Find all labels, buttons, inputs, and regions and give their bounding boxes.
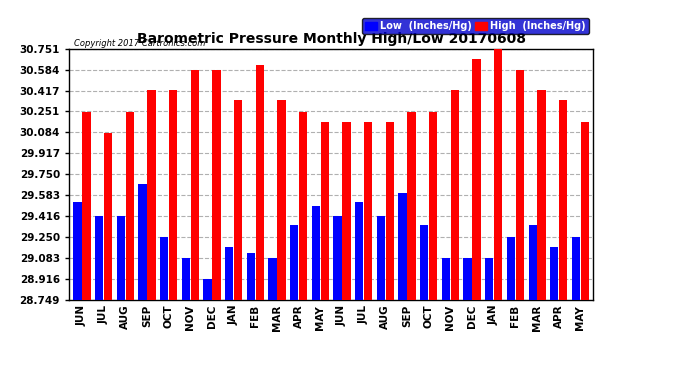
Bar (321, 122, 329, 300)
Bar (148, 90, 155, 300)
Bar (442, 258, 450, 300)
Bar (225, 247, 233, 300)
Bar (247, 254, 255, 300)
Bar (190, 70, 199, 300)
Bar (485, 258, 493, 300)
Bar (364, 122, 373, 300)
Bar (290, 225, 298, 300)
Bar (268, 258, 277, 300)
Bar (82, 112, 90, 300)
Bar (342, 122, 351, 300)
Bar (117, 216, 125, 300)
Bar (550, 247, 558, 300)
Bar (73, 202, 81, 300)
Bar (515, 70, 524, 300)
Bar (160, 237, 168, 300)
Bar (507, 237, 515, 300)
Bar (529, 225, 537, 300)
Bar (473, 59, 481, 300)
Bar (581, 122, 589, 300)
Bar (355, 202, 364, 300)
Bar (377, 216, 385, 300)
Bar (333, 216, 342, 300)
Bar (407, 112, 415, 300)
Bar (277, 100, 286, 300)
Bar (572, 237, 580, 300)
Bar (213, 70, 221, 300)
Bar (312, 206, 320, 300)
Bar (104, 133, 112, 300)
Bar (538, 90, 546, 300)
Bar (464, 258, 472, 300)
Bar (299, 112, 307, 300)
Text: Copyright 2017 Cartronics.com: Copyright 2017 Cartronics.com (75, 39, 206, 48)
Bar (386, 122, 394, 300)
Bar (139, 184, 147, 300)
Bar (399, 193, 406, 300)
Bar (559, 100, 567, 300)
Bar (429, 112, 437, 300)
Bar (126, 112, 134, 300)
Bar (234, 100, 242, 300)
Bar (169, 90, 177, 300)
Bar (181, 258, 190, 300)
Title: Barometric Pressure Monthly High/Low 20170608: Barometric Pressure Monthly High/Low 201… (137, 32, 526, 46)
Bar (204, 279, 212, 300)
Bar (494, 49, 502, 300)
Bar (256, 65, 264, 300)
Bar (95, 216, 104, 300)
Bar (451, 90, 459, 300)
Bar (420, 225, 428, 300)
Legend: Low  (Inches/Hg), High  (Inches/Hg): Low (Inches/Hg), High (Inches/Hg) (362, 18, 589, 34)
